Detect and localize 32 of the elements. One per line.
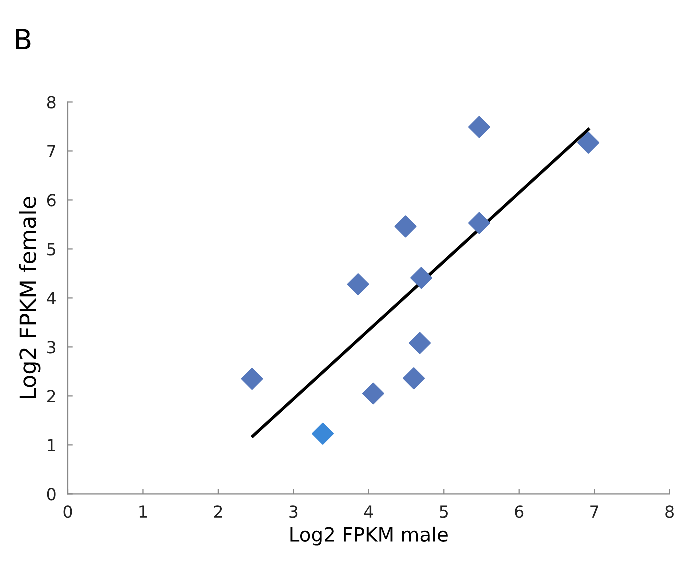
y-tick-label: 0: [47, 488, 56, 501]
point: [468, 212, 490, 234]
point: [578, 132, 600, 154]
y-axis-title: Log2 FPKM female: [19, 197, 41, 398]
point: [468, 116, 490, 138]
y-tick-label: 5: [48, 243, 56, 256]
x-tick-label: 3: [290, 506, 298, 518]
y-tick-label: 4: [47, 292, 56, 305]
y-tick-label: 1: [48, 439, 56, 452]
point: [410, 267, 433, 290]
x-tick-label: 4: [364, 506, 374, 518]
y-tick-label: 6: [47, 194, 56, 207]
y-tick-label: 3: [48, 341, 56, 354]
point: [362, 382, 384, 405]
x-tick-label: 1: [140, 506, 147, 518]
x-tick-label: 8: [666, 506, 674, 518]
y-tick-label: 2: [48, 390, 56, 403]
point: [409, 332, 432, 354]
y-tick-label: 7: [48, 145, 56, 158]
y-tick-label: 8: [47, 96, 56, 109]
x-tick-label: 7: [590, 506, 598, 518]
x-tick-label: 5: [440, 506, 448, 518]
point: [241, 368, 264, 390]
point: [347, 273, 370, 296]
x-axis-title: Log2 FPKM male: [290, 526, 448, 546]
x-tick-label: 0: [64, 506, 72, 518]
point: [312, 422, 334, 445]
chart-title: B: [16, 29, 31, 50]
x-tick-label: 2: [214, 506, 222, 518]
x-tick-label: 6: [515, 506, 524, 518]
point: [403, 368, 426, 390]
point: [394, 216, 417, 238]
